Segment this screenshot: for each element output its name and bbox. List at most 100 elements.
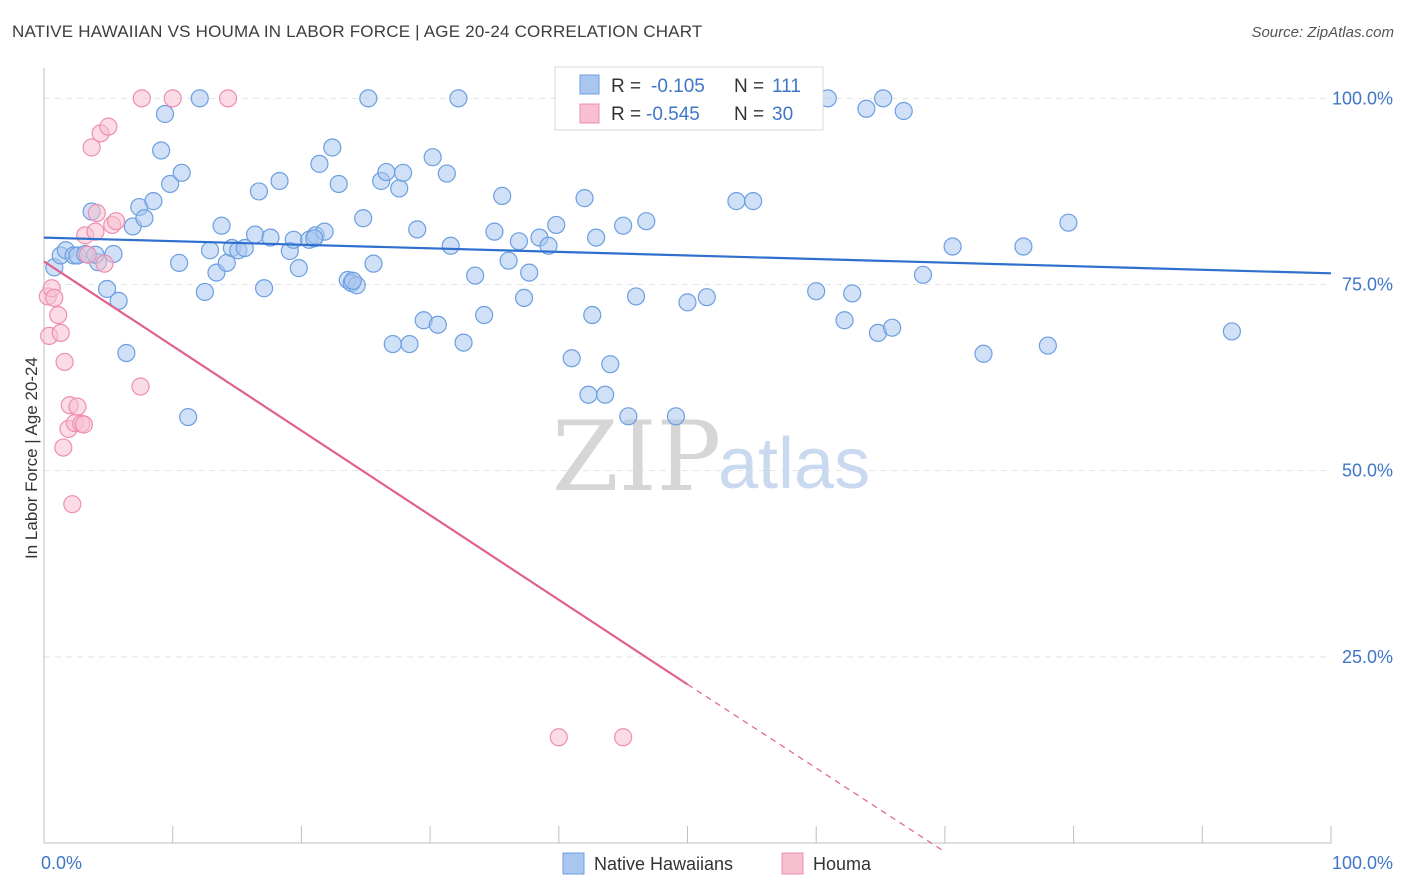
houma-point bbox=[163, 89, 182, 108]
native-hawaiians-point bbox=[843, 284, 862, 303]
native-hawaiians-point bbox=[697, 288, 716, 307]
bottom-legend-swatch-houma[interactable] bbox=[781, 852, 804, 875]
houma-trend-line bbox=[43, 260, 689, 686]
houma-point bbox=[54, 438, 73, 457]
houma-point bbox=[131, 377, 150, 396]
houma-trend-extension bbox=[687, 683, 946, 853]
bottom-legend-label-houma[interactable]: Houma bbox=[813, 854, 872, 874]
native-hawaiians-point bbox=[614, 216, 633, 235]
houma-point bbox=[74, 415, 93, 434]
native-hawaiians-point bbox=[449, 89, 468, 108]
native-hawaiians-point bbox=[499, 251, 518, 270]
y-tick-label: 50.0% bbox=[1342, 461, 1393, 481]
native-hawaiians-point bbox=[579, 385, 598, 404]
stats-legend-swatch-pink bbox=[579, 103, 600, 124]
stats-legend-r-value-pink: -0.545 bbox=[646, 104, 700, 125]
y-tick-label: 25.0% bbox=[1342, 647, 1393, 667]
native-hawaiians-point bbox=[393, 163, 413, 182]
stats-legend-r-label-pink: R = bbox=[611, 104, 641, 125]
axes: 0.0% 100.0% bbox=[41, 68, 1393, 873]
houma-point bbox=[51, 323, 70, 343]
native-hawaiians-point bbox=[596, 385, 615, 404]
native-hawaiians-point bbox=[289, 259, 308, 278]
houma-point bbox=[78, 245, 97, 264]
native-hawaiians-point bbox=[520, 263, 539, 282]
native-hawaiians-point bbox=[587, 228, 606, 247]
trend-lines bbox=[43, 236, 1332, 853]
native-hawaiians-point bbox=[428, 315, 447, 334]
native-hawaiians-point bbox=[894, 101, 913, 121]
native-hawaiians-point bbox=[161, 174, 180, 194]
native-hawaiians-point bbox=[1222, 322, 1242, 341]
native-hawaiians-point bbox=[1038, 336, 1057, 355]
houma-point bbox=[549, 728, 568, 747]
houma-point bbox=[132, 89, 151, 108]
native-hawaiians-point bbox=[666, 407, 686, 426]
native-hawaiians-point bbox=[807, 282, 826, 301]
native-hawaiians-point bbox=[601, 355, 620, 374]
houma-point bbox=[82, 138, 101, 157]
stats-legend-box bbox=[554, 66, 824, 131]
native-hawaiians-point bbox=[943, 237, 962, 256]
bottom-legend-label-native-hawaiians[interactable]: Native Hawaiians bbox=[594, 854, 733, 874]
houma-point bbox=[218, 89, 238, 108]
bottom-legend: Native Hawaiians Houma bbox=[562, 852, 872, 875]
native-hawaiians-point bbox=[377, 162, 396, 182]
chart-source: Source: ZipAtlas.com bbox=[1251, 24, 1394, 41]
native-hawaiians-points bbox=[45, 89, 1242, 427]
houma-point bbox=[45, 288, 64, 308]
watermark-atlas: atlas bbox=[718, 424, 870, 504]
gridlines: 25.0% 50.0% 75.0% 100.0% bbox=[44, 88, 1393, 667]
native-hawaiians-point bbox=[1014, 237, 1033, 256]
native-hawaiians-point bbox=[152, 141, 171, 160]
native-hawaiians-point bbox=[179, 407, 198, 427]
native-hawaiians-point bbox=[354, 209, 373, 228]
native-hawaiians-point bbox=[144, 192, 163, 211]
native-hawaiians-point bbox=[575, 189, 594, 208]
native-hawaiians-point bbox=[727, 192, 746, 211]
native-hawaiians-point bbox=[466, 266, 485, 285]
native-hawaiians-point bbox=[974, 344, 993, 363]
native-hawaiians-point bbox=[454, 333, 473, 352]
y-tick-label: 100.0% bbox=[1332, 88, 1393, 108]
native-hawaiians-point bbox=[190, 89, 209, 108]
native-hawaiians-point bbox=[261, 228, 280, 247]
x-tick-label-max: 100.0% bbox=[1332, 853, 1393, 873]
native-hawaiians-point bbox=[200, 241, 220, 260]
native-hawaiians-point bbox=[270, 171, 289, 191]
houma-point bbox=[55, 352, 74, 372]
native-hawaiians-point bbox=[874, 89, 893, 108]
native-hawaiians-point bbox=[170, 253, 189, 273]
y-tick-label: 75.0% bbox=[1342, 275, 1393, 295]
houma-points bbox=[38, 89, 633, 747]
native-hawaiians-point bbox=[254, 279, 274, 298]
native-hawaiians-point bbox=[913, 265, 933, 284]
houma-point bbox=[63, 495, 82, 514]
chart-title: NATIVE HAWAIIAN VS HOUMA IN LABOR FORCE … bbox=[12, 22, 703, 41]
native-hawaiians-point bbox=[329, 174, 348, 194]
native-hawaiians-point bbox=[408, 220, 427, 239]
native-hawaiians-point bbox=[212, 216, 231, 235]
houma-point bbox=[106, 212, 126, 231]
native-hawaiians-point bbox=[155, 104, 175, 124]
stats-legend-r-value-blue: -0.105 bbox=[651, 76, 705, 97]
stats-legend-n-label-pink: N = bbox=[734, 104, 764, 125]
native-hawaiians-point bbox=[364, 254, 383, 273]
native-hawaiians-point bbox=[359, 89, 378, 108]
bottom-legend-swatch-native-hawaiians[interactable] bbox=[562, 852, 585, 875]
stats-legend-r-label-blue: R = bbox=[611, 76, 641, 97]
native-hawaiians-point bbox=[383, 334, 402, 354]
native-hawaiians-point bbox=[637, 212, 656, 231]
native-hawaiians-point bbox=[547, 215, 566, 235]
native-hawaiians-point bbox=[400, 334, 419, 354]
stats-legend: R = -0.105 N = 111 R = -0.545 N = 30 bbox=[554, 66, 824, 131]
stats-legend-n-label-blue: N = bbox=[734, 76, 764, 97]
native-hawaiians-point bbox=[493, 186, 512, 205]
houma-point bbox=[99, 117, 118, 136]
native-hawaiians-point bbox=[310, 154, 329, 173]
houma-point bbox=[86, 222, 105, 241]
native-hawaiians-point bbox=[437, 164, 456, 183]
houma-point bbox=[87, 203, 106, 223]
y-axis-label: In Labor Force | Age 20-24 bbox=[22, 357, 41, 559]
native-hawaiians-point bbox=[117, 343, 136, 363]
